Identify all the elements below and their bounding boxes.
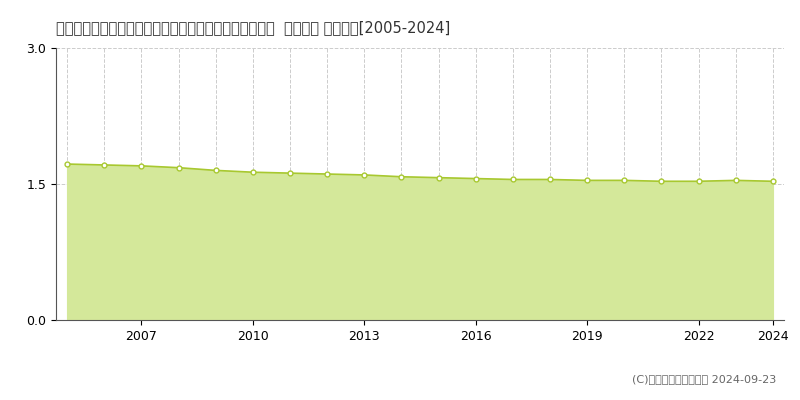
Text: 広島県山県郡安芸太田町大字中筒賀字山之廻７５９番１  基準地価 地価推移[2005-2024]: 広島県山県郡安芸太田町大字中筒賀字山之廻７５９番１ 基準地価 地価推移[2005…	[56, 20, 450, 35]
Text: (C)土地価格ドットコム 2024-09-23: (C)土地価格ドットコム 2024-09-23	[632, 374, 776, 384]
